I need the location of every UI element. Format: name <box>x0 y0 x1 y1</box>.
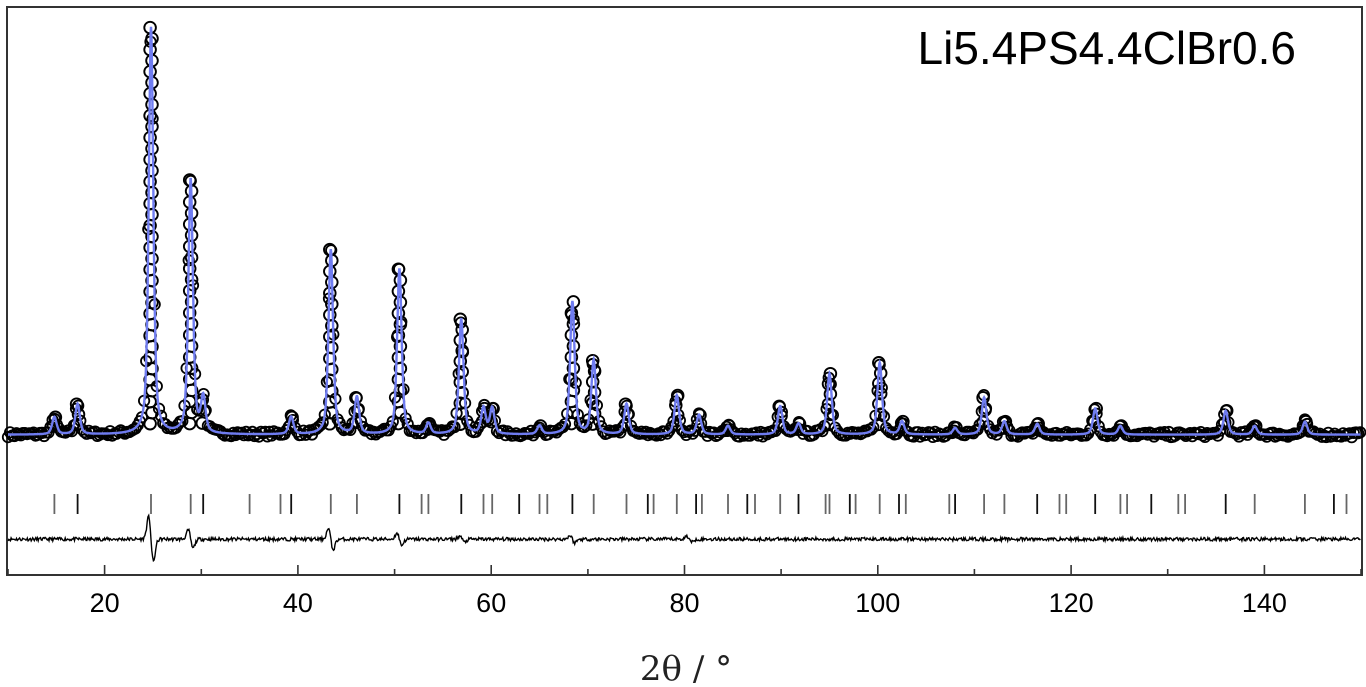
plot-frame <box>6 6 1363 576</box>
observed-point <box>1248 419 1263 433</box>
observed-point <box>422 417 437 431</box>
observed-point <box>1354 426 1366 439</box>
x-tick-label: 140 <box>1242 588 1287 618</box>
x-tick-label: 60 <box>476 588 506 618</box>
observed-point <box>143 416 157 431</box>
observed-point <box>314 419 327 432</box>
x-tick-label: 120 <box>1049 588 1094 618</box>
observed-point <box>365 427 378 441</box>
x-tick-label: 80 <box>669 588 699 618</box>
observed-point <box>1031 417 1045 431</box>
observed-points <box>1 20 1366 444</box>
observed-point <box>821 397 836 411</box>
calculated-line <box>8 26 1361 436</box>
observed-point <box>1114 419 1129 433</box>
x-axis-title: 2θ / ° <box>640 649 732 687</box>
sample-annotation: Li5.4PS4.4ClBr0.6 <box>918 22 1296 74</box>
observed-point <box>792 417 807 431</box>
observed-point <box>316 416 329 429</box>
observed-point <box>533 419 548 433</box>
observed-point <box>484 414 498 429</box>
observed-point <box>1299 414 1313 429</box>
observed-point <box>998 414 1013 429</box>
difference-line <box>7 513 1361 563</box>
difference-curve <box>7 513 1361 563</box>
observed-point <box>1154 426 1167 439</box>
x-tick-label: 40 <box>283 588 313 618</box>
x-axis: 20 40 60 80 100 120 140 <box>7 565 1362 618</box>
bragg-tick-marks <box>53 494 1348 514</box>
observed-point <box>896 414 910 429</box>
calculated-curve <box>8 26 1361 436</box>
x-tick-label: 100 <box>855 588 900 618</box>
observed-point <box>823 407 838 422</box>
x-tick-label: 20 <box>90 588 120 618</box>
observed-point <box>556 420 570 434</box>
observed-point <box>285 410 299 425</box>
observed-point <box>722 419 736 433</box>
observed-point <box>949 421 963 435</box>
